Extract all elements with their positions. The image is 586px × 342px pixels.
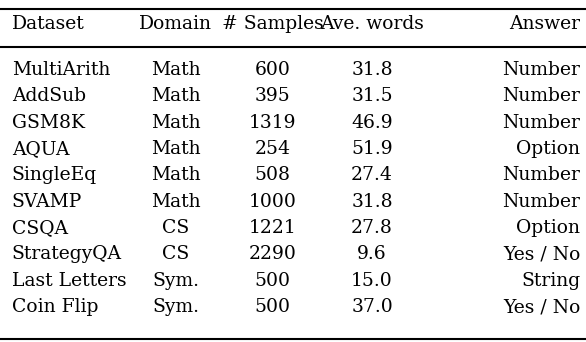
Text: 37.0: 37.0 [351, 298, 393, 316]
Text: Math: Math [151, 167, 200, 184]
Text: SingleEq: SingleEq [12, 167, 97, 184]
Text: Number: Number [502, 193, 580, 211]
Text: Last Letters: Last Letters [12, 272, 127, 290]
Text: AQUA: AQUA [12, 140, 69, 158]
Text: 500: 500 [254, 272, 291, 290]
Text: Number: Number [502, 167, 580, 184]
Text: Math: Math [151, 193, 200, 211]
Text: Number: Number [502, 114, 580, 132]
Text: Math: Math [151, 88, 200, 105]
Text: CSQA: CSQA [12, 219, 68, 237]
Text: Math: Math [151, 114, 200, 132]
Text: 254: 254 [254, 140, 291, 158]
Text: Domain: Domain [139, 15, 212, 33]
Text: CS: CS [162, 219, 189, 237]
Text: Math: Math [151, 61, 200, 79]
Text: 600: 600 [254, 61, 291, 79]
Text: Sym.: Sym. [152, 272, 199, 290]
Text: 395: 395 [254, 88, 291, 105]
Text: # Samples: # Samples [222, 15, 323, 33]
Text: Option: Option [516, 219, 580, 237]
Text: Dataset: Dataset [12, 15, 84, 33]
Text: 508: 508 [254, 167, 291, 184]
Text: GSM8K: GSM8K [12, 114, 85, 132]
Text: Yes / No: Yes / No [503, 298, 580, 316]
Text: CS: CS [162, 246, 189, 263]
Text: StrategyQA: StrategyQA [12, 246, 122, 263]
Text: MultiArith: MultiArith [12, 61, 110, 79]
Text: AddSub: AddSub [12, 88, 86, 105]
Text: SVAMP: SVAMP [12, 193, 82, 211]
Text: Math: Math [151, 140, 200, 158]
Text: Answer: Answer [509, 15, 580, 33]
Text: 9.6: 9.6 [357, 246, 387, 263]
Text: 31.5: 31.5 [351, 88, 393, 105]
Text: Sym.: Sym. [152, 298, 199, 316]
Text: Ave. words: Ave. words [320, 15, 424, 33]
Text: 51.9: 51.9 [351, 140, 393, 158]
Text: 27.8: 27.8 [351, 219, 393, 237]
Text: 31.8: 31.8 [351, 61, 393, 79]
Text: Yes / No: Yes / No [503, 246, 580, 263]
Text: 1221: 1221 [248, 219, 297, 237]
Text: 2290: 2290 [248, 246, 297, 263]
Text: Number: Number [502, 61, 580, 79]
Text: 31.8: 31.8 [351, 193, 393, 211]
Text: 27.4: 27.4 [351, 167, 393, 184]
Text: Option: Option [516, 140, 580, 158]
Text: 15.0: 15.0 [351, 272, 393, 290]
Text: 1319: 1319 [248, 114, 297, 132]
Text: 1000: 1000 [248, 193, 297, 211]
Text: 46.9: 46.9 [351, 114, 393, 132]
Text: 500: 500 [254, 298, 291, 316]
Text: Coin Flip: Coin Flip [12, 298, 98, 316]
Text: String: String [521, 272, 580, 290]
Text: Number: Number [502, 88, 580, 105]
